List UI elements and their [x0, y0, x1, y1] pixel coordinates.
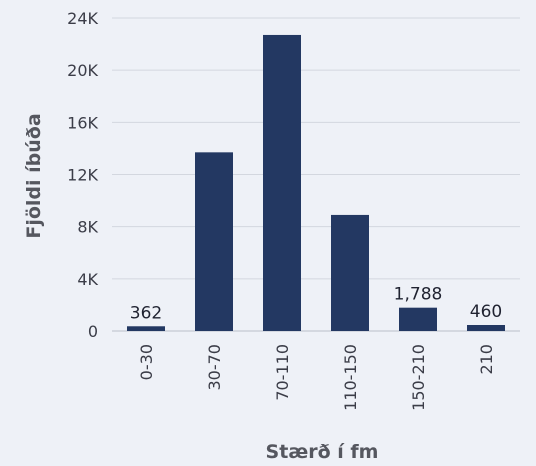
data-label: 1,788: [394, 285, 443, 305]
y-axis-title: Fjöldi íbúða: [23, 113, 45, 238]
x-axis-title: Stærð í fm: [266, 441, 379, 463]
y-tick-label: 4K: [77, 270, 98, 289]
x-tick-label: 210: [477, 344, 496, 375]
y-tick-label: 12K: [67, 166, 98, 185]
bar: [195, 152, 233, 331]
y-axis-ticks: 0 4K 8K 12K 16K 20K 24K: [67, 9, 98, 341]
bar: [399, 307, 437, 331]
y-tick-label: 20K: [67, 61, 98, 80]
data-labels: 362 1,788 460: [130, 285, 502, 324]
x-tick-label: 0-30: [137, 344, 156, 380]
bar: [331, 214, 369, 331]
x-tick-label: 110-150: [341, 344, 360, 411]
y-tick-label: 8K: [77, 218, 98, 237]
x-axis-ticks: 0-30 30-70 70-110 110-150 150-210 210: [137, 344, 496, 411]
data-label: 362: [130, 303, 162, 323]
bars: [127, 34, 505, 332]
x-tick-label: 30-70: [205, 344, 224, 391]
bar: [127, 326, 165, 331]
bar: [263, 34, 301, 332]
y-tick-label: 24K: [67, 9, 98, 28]
data-label: 460: [470, 302, 502, 322]
x-tick-label: 70-110: [273, 344, 292, 401]
y-tick-label: 0: [88, 322, 98, 341]
x-tick-label: 150-210: [409, 344, 428, 411]
gridlines: [112, 17, 520, 332]
bar: [467, 325, 505, 331]
y-tick-label: 16K: [67, 113, 98, 132]
